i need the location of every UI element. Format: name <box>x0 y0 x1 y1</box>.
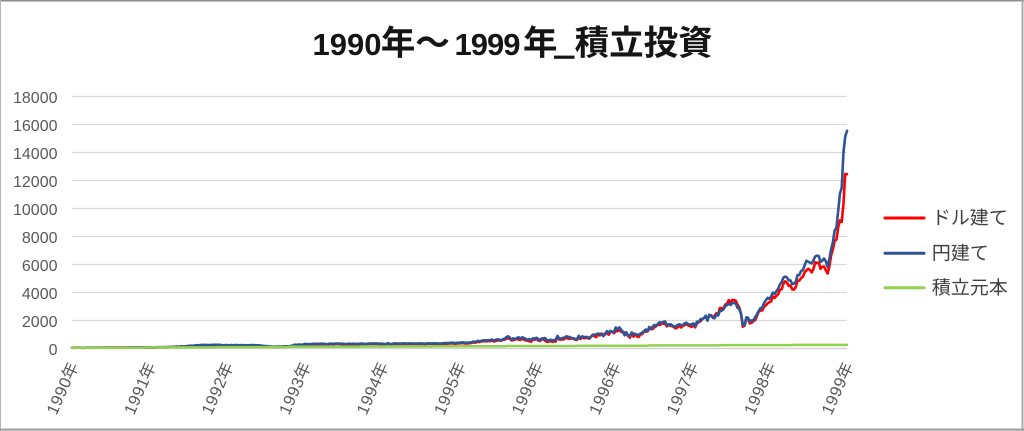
svg-text:4000: 4000 <box>22 286 58 303</box>
svg-text:2000: 2000 <box>22 314 58 331</box>
svg-text:1999: 1999 <box>455 27 521 62</box>
svg-text:1990: 1990 <box>313 27 382 62</box>
svg-text:0: 0 <box>49 342 58 359</box>
svg-text:18000: 18000 <box>13 90 58 107</box>
svg-text:16000: 16000 <box>13 118 58 135</box>
svg-text:14000: 14000 <box>13 146 58 163</box>
svg-text:10000: 10000 <box>13 202 58 219</box>
svg-text:12000: 12000 <box>13 174 58 191</box>
svg-text:6000: 6000 <box>22 258 58 275</box>
svg-text:8000: 8000 <box>22 230 58 247</box>
